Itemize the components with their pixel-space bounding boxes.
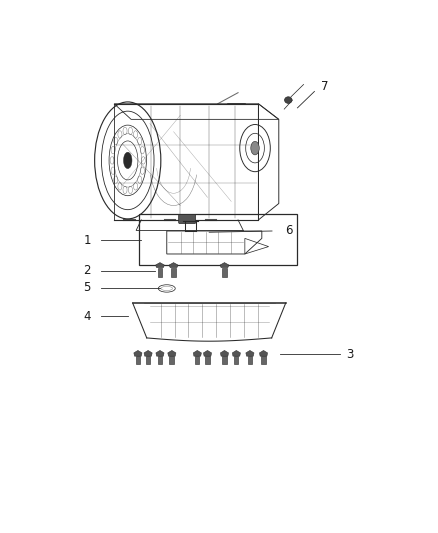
Bar [234, 356, 238, 365]
Text: 5: 5 [83, 281, 91, 294]
Polygon shape [169, 263, 178, 268]
Polygon shape [193, 350, 201, 356]
Bar [146, 356, 150, 365]
Polygon shape [220, 350, 229, 356]
Bar [139, 214, 297, 265]
Polygon shape [134, 350, 142, 356]
Bar [222, 356, 226, 365]
Text: 3: 3 [346, 348, 354, 361]
Bar [222, 268, 227, 277]
Bar [205, 356, 209, 365]
Text: 4: 4 [83, 310, 91, 323]
Ellipse shape [124, 152, 132, 168]
Bar [195, 356, 199, 365]
Text: 7: 7 [321, 80, 328, 93]
Polygon shape [246, 350, 254, 356]
Ellipse shape [251, 141, 259, 155]
Bar [261, 356, 265, 365]
Text: 6: 6 [286, 224, 293, 238]
Polygon shape [220, 263, 229, 268]
Text: 2: 2 [83, 264, 91, 277]
Bar [171, 268, 176, 277]
Text: 1: 1 [83, 234, 91, 247]
Polygon shape [259, 350, 268, 356]
Bar [135, 356, 140, 365]
Polygon shape [155, 263, 164, 268]
Bar [170, 356, 174, 365]
Polygon shape [168, 350, 176, 356]
Ellipse shape [285, 97, 292, 103]
Bar [158, 268, 162, 277]
Polygon shape [156, 350, 164, 356]
FancyBboxPatch shape [179, 215, 196, 224]
Bar [247, 356, 252, 365]
Polygon shape [144, 350, 152, 356]
Polygon shape [203, 350, 212, 356]
Polygon shape [232, 350, 240, 356]
Bar [158, 356, 162, 365]
